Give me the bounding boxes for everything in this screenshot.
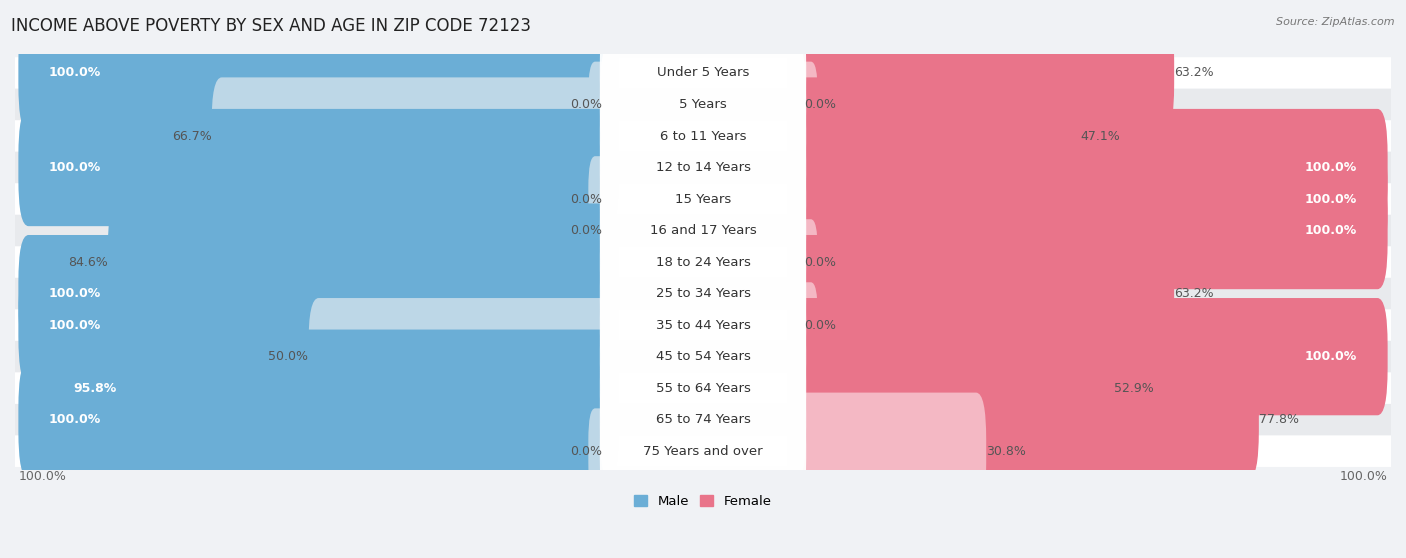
FancyBboxPatch shape xyxy=(18,109,619,226)
FancyBboxPatch shape xyxy=(600,104,806,231)
Legend: Male, Female: Male, Female xyxy=(628,490,778,513)
Text: 0.0%: 0.0% xyxy=(569,193,602,205)
Text: 63.2%: 63.2% xyxy=(1174,287,1213,300)
FancyBboxPatch shape xyxy=(600,167,806,294)
Text: Source: ZipAtlas.com: Source: ZipAtlas.com xyxy=(1277,17,1395,27)
Text: 0.0%: 0.0% xyxy=(804,98,837,111)
FancyBboxPatch shape xyxy=(790,282,818,368)
FancyBboxPatch shape xyxy=(18,235,619,352)
FancyBboxPatch shape xyxy=(18,15,619,132)
Text: 100.0%: 100.0% xyxy=(49,161,101,174)
FancyBboxPatch shape xyxy=(600,230,806,357)
Text: 50.0%: 50.0% xyxy=(269,350,308,363)
Text: 77.8%: 77.8% xyxy=(1258,413,1299,426)
FancyBboxPatch shape xyxy=(15,89,1391,121)
Text: 100.0%: 100.0% xyxy=(49,319,101,331)
Text: 18 to 24 Years: 18 to 24 Years xyxy=(655,256,751,268)
FancyBboxPatch shape xyxy=(588,156,616,242)
FancyBboxPatch shape xyxy=(787,361,1258,478)
Text: 30.8%: 30.8% xyxy=(986,445,1026,458)
Text: 12 to 14 Years: 12 to 14 Years xyxy=(655,161,751,174)
FancyBboxPatch shape xyxy=(588,187,616,273)
Text: 100.0%: 100.0% xyxy=(18,469,66,483)
FancyBboxPatch shape xyxy=(588,61,616,147)
FancyBboxPatch shape xyxy=(787,393,986,510)
Text: 47.1%: 47.1% xyxy=(1081,129,1121,142)
Text: 75 Years and over: 75 Years and over xyxy=(643,445,763,458)
FancyBboxPatch shape xyxy=(211,78,619,195)
Text: 100.0%: 100.0% xyxy=(1305,193,1357,205)
Text: 100.0%: 100.0% xyxy=(1305,161,1357,174)
Text: 100.0%: 100.0% xyxy=(1305,350,1357,363)
FancyBboxPatch shape xyxy=(15,435,1391,467)
FancyBboxPatch shape xyxy=(308,298,619,415)
Text: 6 to 11 Years: 6 to 11 Years xyxy=(659,129,747,142)
Text: 95.8%: 95.8% xyxy=(73,382,117,395)
FancyBboxPatch shape xyxy=(600,73,806,200)
Text: 100.0%: 100.0% xyxy=(49,413,101,426)
FancyBboxPatch shape xyxy=(600,136,806,263)
Text: 66.7%: 66.7% xyxy=(172,129,211,142)
FancyBboxPatch shape xyxy=(787,109,1388,226)
Text: 52.9%: 52.9% xyxy=(1115,382,1154,395)
Text: 100.0%: 100.0% xyxy=(49,66,101,79)
FancyBboxPatch shape xyxy=(787,141,1388,258)
FancyBboxPatch shape xyxy=(15,341,1391,372)
Text: 100.0%: 100.0% xyxy=(1305,224,1357,237)
FancyBboxPatch shape xyxy=(790,61,818,147)
FancyBboxPatch shape xyxy=(42,330,619,447)
FancyBboxPatch shape xyxy=(18,267,619,384)
Text: 16 and 17 Years: 16 and 17 Years xyxy=(650,224,756,237)
Text: INCOME ABOVE POVERTY BY SEX AND AGE IN ZIP CODE 72123: INCOME ABOVE POVERTY BY SEX AND AGE IN Z… xyxy=(11,17,531,35)
FancyBboxPatch shape xyxy=(108,204,619,321)
FancyBboxPatch shape xyxy=(600,388,806,515)
FancyBboxPatch shape xyxy=(15,152,1391,183)
Text: 100.0%: 100.0% xyxy=(49,287,101,300)
FancyBboxPatch shape xyxy=(18,361,619,478)
Text: Under 5 Years: Under 5 Years xyxy=(657,66,749,79)
FancyBboxPatch shape xyxy=(600,262,806,389)
Text: 0.0%: 0.0% xyxy=(569,445,602,458)
Text: 0.0%: 0.0% xyxy=(804,256,837,268)
FancyBboxPatch shape xyxy=(15,278,1391,309)
Text: 45 to 54 Years: 45 to 54 Years xyxy=(655,350,751,363)
Text: 0.0%: 0.0% xyxy=(569,98,602,111)
Text: 5 Years: 5 Years xyxy=(679,98,727,111)
Text: 65 to 74 Years: 65 to 74 Years xyxy=(655,413,751,426)
FancyBboxPatch shape xyxy=(787,15,1174,132)
FancyBboxPatch shape xyxy=(600,199,806,326)
Text: 35 to 44 Years: 35 to 44 Years xyxy=(655,319,751,331)
FancyBboxPatch shape xyxy=(787,298,1388,415)
FancyBboxPatch shape xyxy=(15,121,1391,152)
FancyBboxPatch shape xyxy=(15,309,1391,341)
Text: 55 to 64 Years: 55 to 64 Years xyxy=(655,382,751,395)
FancyBboxPatch shape xyxy=(15,215,1391,246)
FancyBboxPatch shape xyxy=(600,9,806,137)
Text: 0.0%: 0.0% xyxy=(804,319,837,331)
FancyBboxPatch shape xyxy=(787,330,1115,447)
FancyBboxPatch shape xyxy=(600,293,806,420)
FancyBboxPatch shape xyxy=(790,219,818,305)
Text: 100.0%: 100.0% xyxy=(1340,469,1388,483)
FancyBboxPatch shape xyxy=(15,183,1391,215)
Text: 0.0%: 0.0% xyxy=(569,224,602,237)
FancyBboxPatch shape xyxy=(600,41,806,168)
FancyBboxPatch shape xyxy=(15,246,1391,278)
FancyBboxPatch shape xyxy=(600,325,806,452)
FancyBboxPatch shape xyxy=(588,408,616,494)
FancyBboxPatch shape xyxy=(15,57,1391,89)
FancyBboxPatch shape xyxy=(787,235,1174,352)
FancyBboxPatch shape xyxy=(15,372,1391,404)
FancyBboxPatch shape xyxy=(787,78,1081,195)
Text: 63.2%: 63.2% xyxy=(1174,66,1213,79)
FancyBboxPatch shape xyxy=(787,172,1388,289)
Text: 25 to 34 Years: 25 to 34 Years xyxy=(655,287,751,300)
Text: 84.6%: 84.6% xyxy=(67,256,108,268)
FancyBboxPatch shape xyxy=(15,404,1391,435)
FancyBboxPatch shape xyxy=(600,356,806,483)
Text: 15 Years: 15 Years xyxy=(675,193,731,205)
